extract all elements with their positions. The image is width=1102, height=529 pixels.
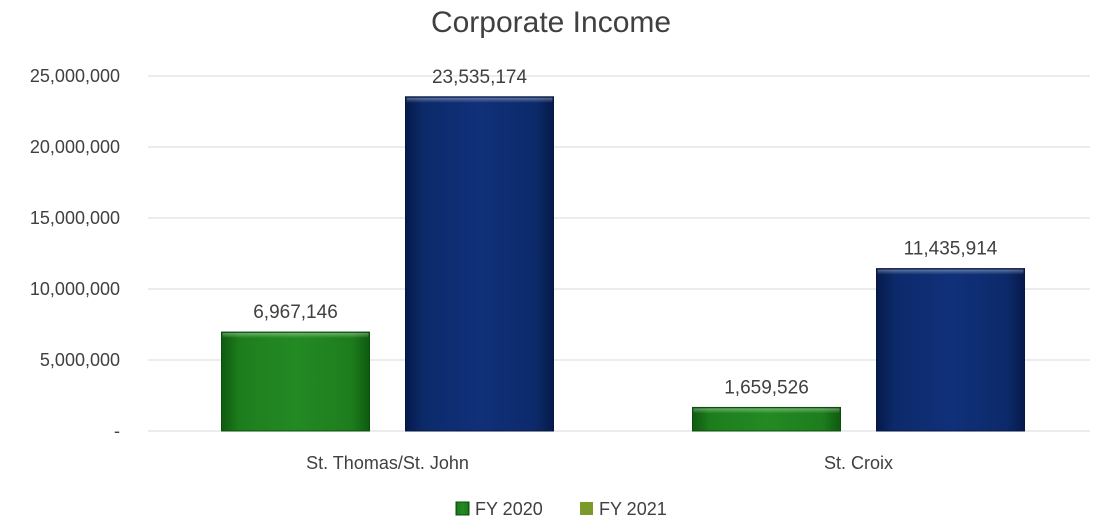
y-tick-label: - — [114, 421, 120, 441]
category-label: St. Thomas/St. John — [306, 453, 469, 473]
legend: FY 2020 FY 2021 — [455, 499, 667, 519]
legend-label: FY 2021 — [599, 499, 667, 519]
data-labels: 6,967,146 23,535,174 1,659,526 11,435,914 — [253, 67, 998, 399]
bar-bevel — [877, 269, 1024, 275]
y-axis-ticks: - 5,000,000 10,000,000 15,000,000 20,000,000… — [30, 66, 120, 441]
y-tick-label: 20,000,000 — [30, 137, 120, 157]
y-tick-label: 5,000,000 — [40, 350, 120, 370]
y-tick-label: 25,000,000 — [30, 66, 120, 86]
bar-fy2021 — [876, 268, 1025, 432]
bar-bevel — [406, 97, 553, 103]
chart-title: Corporate Income — [431, 6, 671, 39]
data-label: 11,435,914 — [904, 239, 998, 260]
bar-fy2021 — [405, 96, 554, 432]
bar-bevel — [222, 333, 369, 339]
y-tick-label: 10,000,000 — [30, 279, 120, 299]
bar-fy2020 — [221, 331, 370, 432]
legend-swatch — [455, 501, 470, 516]
bars — [221, 96, 1025, 432]
category-label: St. Croix — [824, 453, 893, 473]
x-axis-categories: St. Thomas/St. John St. Croix — [306, 453, 893, 473]
data-label: 23,535,174 — [432, 67, 528, 88]
bar-bevel — [693, 408, 840, 414]
legend-label: FY 2020 — [475, 499, 543, 519]
legend-swatch — [580, 502, 593, 515]
y-tick-label: 15,000,000 — [30, 208, 120, 228]
data-label: 6,967,146 — [253, 302, 338, 323]
data-label: 1,659,526 — [724, 377, 809, 398]
